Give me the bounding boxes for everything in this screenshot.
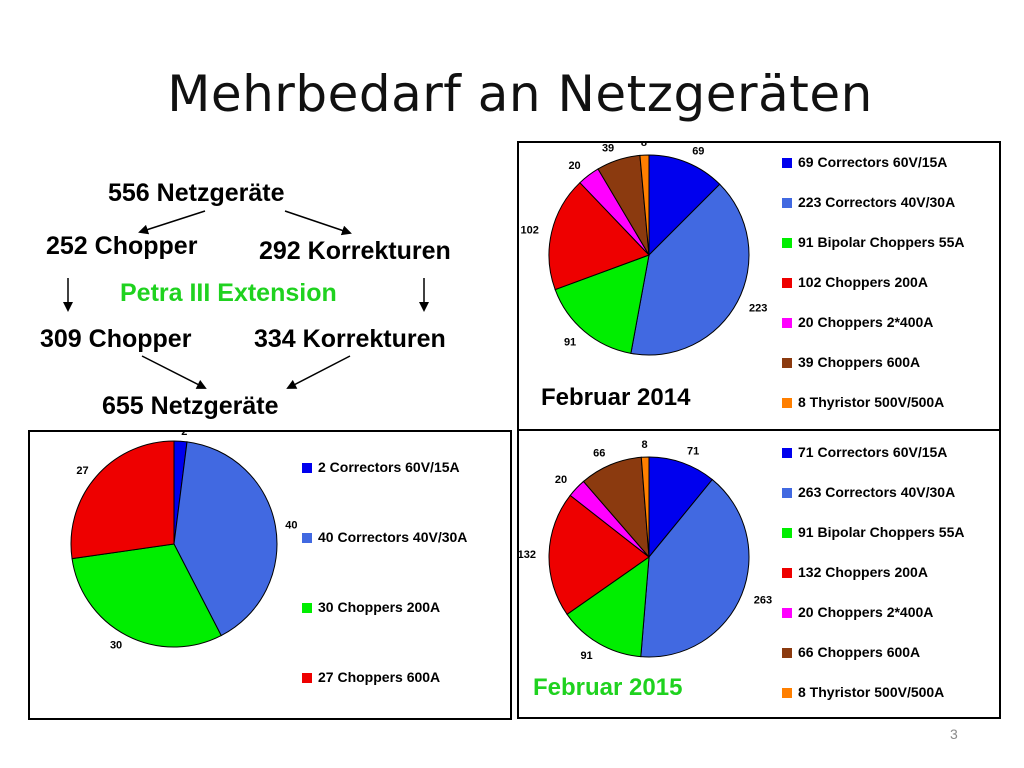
pie-slice xyxy=(640,456,650,558)
legend-swatch xyxy=(782,648,792,658)
legend-label: 223 Correctors 40V/30A xyxy=(798,194,955,210)
pie-value-label: 27 xyxy=(76,465,88,477)
legend-swatch xyxy=(782,528,792,538)
pie-slice xyxy=(648,154,721,257)
pie-value-label: 20 xyxy=(568,160,580,172)
legend-swatch xyxy=(782,568,792,578)
legend-swatch xyxy=(782,448,792,458)
legend-label: 2 Correctors 60V/15A xyxy=(318,459,460,475)
pie-value-label: 69 xyxy=(692,146,704,158)
pie-chart-februar-2014: 69 69 Correctors 60V/15A 223 223 Correctors… xyxy=(521,143,965,411)
legend-label: 71 Correctors 60V/15A xyxy=(798,444,947,460)
chart-panel-petra-extension: 2 2 Correctors 60V/15A 40 40 Correctors 40V… xyxy=(28,430,512,720)
flow-chopper-before: 252 Chopper xyxy=(46,232,198,260)
pie-slice xyxy=(173,441,278,637)
pie-value-label: 40 xyxy=(285,519,297,531)
pie-value-label: 91 xyxy=(564,336,576,348)
chart-panel-februar-2014: 69 69 Correctors 60V/15A 223 223 Correctors… xyxy=(517,141,1001,431)
legend-swatch xyxy=(782,198,792,208)
legend-swatch xyxy=(302,603,312,613)
legend-swatch xyxy=(782,278,792,288)
pie-value-label: 20 xyxy=(555,474,567,486)
pie-chart-petra-extension: 2 2 Correctors 60V/15A 40 40 Correctors 40V… xyxy=(70,432,467,685)
pie-slice xyxy=(554,254,650,354)
legend-swatch xyxy=(782,318,792,328)
flow-total-before: 556 Netzgeräte xyxy=(108,179,285,207)
flow-total-after: 655 Netzgeräte xyxy=(102,392,279,420)
pie-slice xyxy=(548,494,650,616)
legend-label: 27 Choppers 600A xyxy=(318,669,440,685)
legend-label: 66 Choppers 600A xyxy=(798,644,920,660)
pie-value-label: 66 xyxy=(593,448,605,460)
legend-label: 40 Correctors 40V/30A xyxy=(318,529,467,545)
pie-slice xyxy=(639,154,650,256)
pie-slice xyxy=(630,183,750,356)
slide-title: Mehrbedarf an Netzgeräten xyxy=(167,65,873,123)
legend-label: 30 Choppers 200A xyxy=(318,599,440,615)
pie-value-label: 263 xyxy=(754,594,772,606)
arrow-total-to-korrekturen xyxy=(284,210,352,236)
legend-label: 102 Choppers 200A xyxy=(798,274,928,290)
legend-swatch xyxy=(782,608,792,618)
flow-arrows xyxy=(63,210,429,389)
slide-number: 3 xyxy=(950,726,958,742)
pie-value-label: 8 xyxy=(641,143,647,149)
pie-slice xyxy=(640,478,750,658)
legend-swatch xyxy=(302,533,312,543)
legend-label: 20 Choppers 2*400A xyxy=(798,604,933,620)
pie-value-label: 132 xyxy=(519,549,536,561)
legend-label: 8 Thyristor 500V/500A xyxy=(798,684,944,700)
pie-value-label: 102 xyxy=(521,225,539,237)
chart-caption: Februar 2015 xyxy=(533,674,682,701)
pie-value-label: 91 xyxy=(580,650,592,662)
legend-label: 8 Thyristor 500V/500A xyxy=(798,394,944,410)
legend-swatch xyxy=(782,688,792,698)
legend-swatch xyxy=(782,158,792,168)
pie-slice xyxy=(566,555,650,658)
legend-label: 39 Choppers 600A xyxy=(798,354,920,370)
legend-label: 263 Correctors 40V/30A xyxy=(798,484,955,500)
legend-label: 69 Correctors 60V/15A xyxy=(798,154,947,170)
arrow-chopper-to-total xyxy=(141,355,207,389)
pie-slice xyxy=(71,543,222,648)
pie-slice xyxy=(548,181,650,291)
pie-value-label: 30 xyxy=(110,639,122,651)
legend-label: 91 Bipolar Choppers 55A xyxy=(798,234,965,250)
pie-value-label: 2 xyxy=(181,432,187,438)
chart-caption: Februar 2014 xyxy=(541,384,691,411)
legend-label: 132 Choppers 200A xyxy=(798,564,928,580)
flow-chopper-after: 309 Chopper xyxy=(40,325,192,353)
pie-chart-februar-2015: 71 71 Correctors 60V/15A 263 263 Correctors… xyxy=(519,439,965,701)
legend-swatch xyxy=(302,463,312,473)
legend-swatch xyxy=(782,398,792,408)
flow-korrekturen-after: 334 Korrekturen xyxy=(254,325,446,353)
pie-value-label: 39 xyxy=(602,143,614,155)
legend-label: 20 Choppers 2*400A xyxy=(798,314,933,330)
legend-swatch xyxy=(782,238,792,248)
legend-label: 91 Bipolar Choppers 55A xyxy=(798,524,965,540)
legend-swatch xyxy=(302,673,312,683)
flow-korrekturen-before: 292 Korrekturen xyxy=(259,237,451,265)
pie-slice xyxy=(648,456,713,559)
flow-extension-label: Petra III Extension xyxy=(120,279,337,307)
pie-slice xyxy=(70,440,175,560)
pie-value-label: 223 xyxy=(749,303,767,315)
chart-panel-februar-2015: 71 71 Correctors 60V/15A 263 263 Correctors… xyxy=(517,429,1001,719)
pie-value-label: 8 xyxy=(642,439,648,451)
arrow-total-to-chopper xyxy=(138,210,206,235)
legend-swatch xyxy=(782,488,792,498)
legend-swatch xyxy=(782,358,792,368)
arrow-korrekturen-to-total xyxy=(286,355,351,389)
pie-value-label: 71 xyxy=(687,446,699,458)
